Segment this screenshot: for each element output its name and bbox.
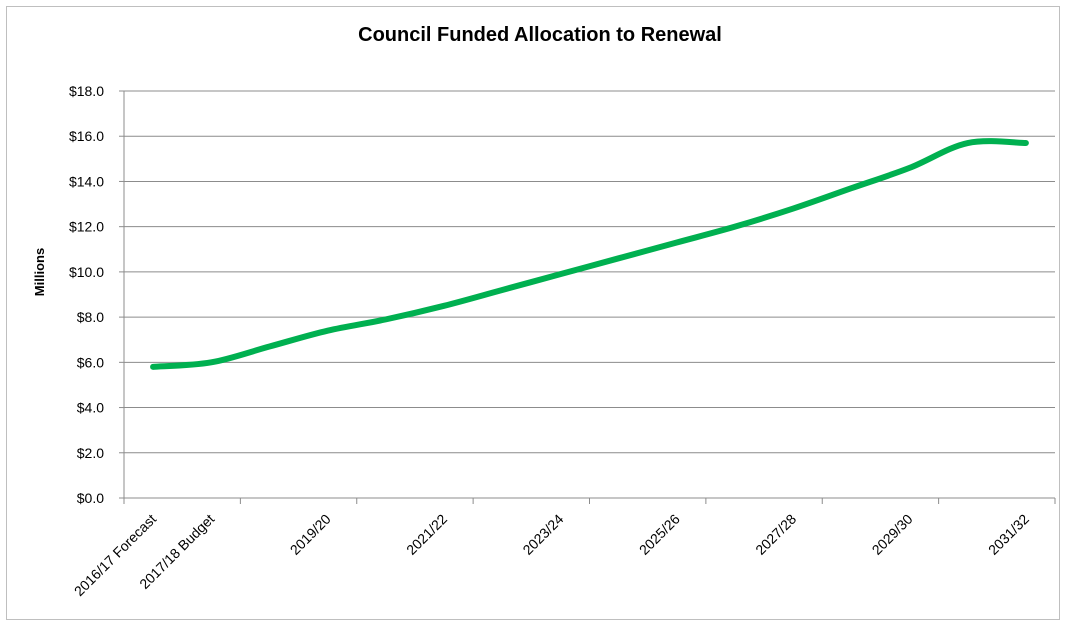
series-group <box>150 138 1029 370</box>
y-axis-label: Millions <box>32 248 47 296</box>
data-point <box>850 187 852 189</box>
y-tick-label: $6.0 <box>77 354 104 370</box>
data-point <box>443 305 445 307</box>
x-tick-label: 2029/30 <box>869 511 916 558</box>
data-point <box>268 346 270 348</box>
x-tick-label: 2027/28 <box>752 511 799 558</box>
gridlines <box>124 90 1055 499</box>
y-tick-label: $4.0 <box>77 400 104 416</box>
data-point <box>1025 142 1027 144</box>
x-tick-label: 2031/32 <box>985 511 1032 558</box>
data-point <box>909 167 911 169</box>
data-point <box>967 142 969 144</box>
x-tick-label: 2021/22 <box>403 511 450 558</box>
data-point <box>385 318 387 320</box>
data-point <box>501 289 503 291</box>
y-axis-ticks: $0.0 $2.0 $4.0 $6.0 $8.0 $10.0 $12.0 $14.0 $16.0… <box>69 83 124 506</box>
data-point <box>734 226 736 228</box>
y-tick-label: $0.0 <box>77 490 104 506</box>
chart-title: Council Funded Allocation to Renewal <box>358 24 722 46</box>
y-tick-label: $16.0 <box>69 128 104 144</box>
data-point <box>618 257 620 259</box>
data-point <box>152 366 154 368</box>
y-tick-label: $14.0 <box>69 173 104 189</box>
x-tick-label: 2025/26 <box>636 511 683 558</box>
series-line <box>150 138 1029 370</box>
data-point <box>676 241 678 243</box>
y-tick-label: $12.0 <box>69 219 104 235</box>
y-tick-label: $2.0 <box>77 445 104 461</box>
data-point <box>792 208 794 210</box>
data-point <box>327 330 329 332</box>
data-point <box>210 361 212 363</box>
y-tick-label: $18.0 <box>69 83 104 99</box>
x-tick-label: 2019/20 <box>287 511 334 558</box>
y-tick-label: $8.0 <box>77 309 104 325</box>
data-point <box>559 273 561 275</box>
chart-frame <box>6 6 1060 620</box>
y-tick-label: $10.0 <box>69 264 104 280</box>
x-tick-label: 2023/24 <box>519 511 566 558</box>
